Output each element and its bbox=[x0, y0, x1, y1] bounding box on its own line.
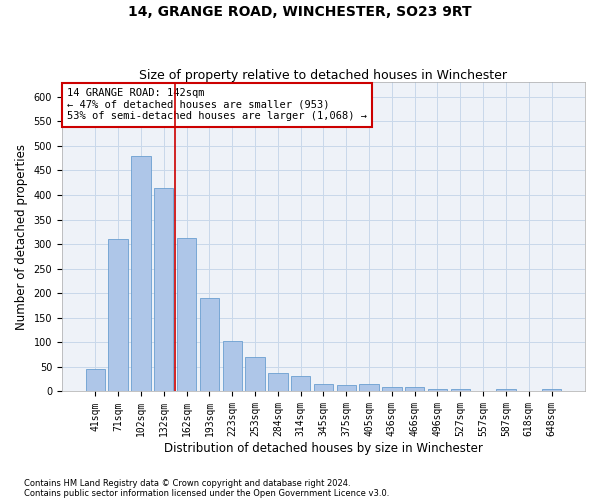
Bar bbox=[496, 389, 515, 392]
Y-axis label: Number of detached properties: Number of detached properties bbox=[15, 144, 28, 330]
Bar bbox=[314, 384, 333, 392]
X-axis label: Distribution of detached houses by size in Winchester: Distribution of detached houses by size … bbox=[164, 442, 483, 455]
Bar bbox=[451, 389, 470, 392]
Bar bbox=[405, 387, 424, 392]
Bar bbox=[154, 188, 173, 392]
Title: Size of property relative to detached houses in Winchester: Size of property relative to detached ho… bbox=[139, 69, 508, 82]
Bar bbox=[200, 298, 219, 392]
Bar bbox=[245, 357, 265, 392]
Bar bbox=[109, 238, 128, 392]
Bar bbox=[291, 376, 310, 392]
Bar bbox=[268, 373, 287, 392]
Bar bbox=[428, 389, 447, 392]
Bar bbox=[359, 384, 379, 392]
Text: 14, GRANGE ROAD, WINCHESTER, SO23 9RT: 14, GRANGE ROAD, WINCHESTER, SO23 9RT bbox=[128, 5, 472, 19]
Text: 14 GRANGE ROAD: 142sqm
← 47% of detached houses are smaller (953)
53% of semi-de: 14 GRANGE ROAD: 142sqm ← 47% of detached… bbox=[67, 88, 367, 122]
Text: Contains HM Land Registry data © Crown copyright and database right 2024.: Contains HM Land Registry data © Crown c… bbox=[24, 478, 350, 488]
Bar bbox=[177, 238, 196, 392]
Bar bbox=[382, 386, 401, 392]
Bar bbox=[542, 389, 561, 392]
Bar bbox=[86, 369, 105, 392]
Text: Contains public sector information licensed under the Open Government Licence v3: Contains public sector information licen… bbox=[24, 488, 389, 498]
Bar bbox=[223, 342, 242, 392]
Bar bbox=[131, 156, 151, 392]
Bar bbox=[337, 385, 356, 392]
